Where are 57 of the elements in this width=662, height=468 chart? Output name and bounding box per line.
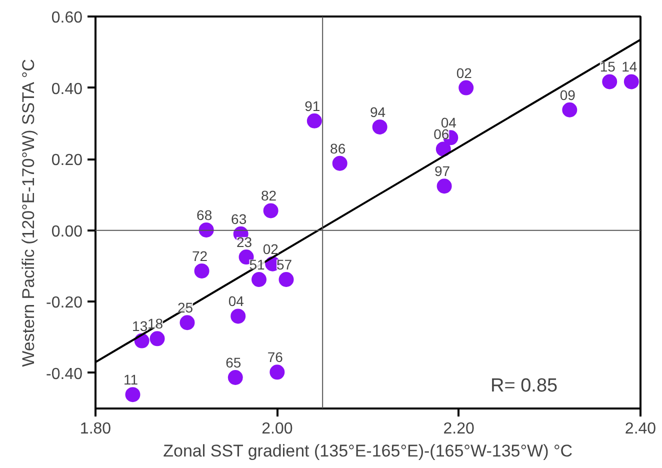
annotation: 94: [370, 104, 386, 120]
x-tick-label: 2.40: [624, 420, 656, 438]
annotation: 76: [267, 349, 284, 366]
point: [228, 370, 243, 385]
point: [372, 119, 388, 134]
annotation: 09: [560, 86, 576, 103]
annotation: 11: [123, 372, 138, 388]
point: [562, 102, 578, 118]
point: [624, 74, 639, 90]
point: [263, 203, 278, 218]
annotation: 25: [177, 300, 194, 316]
y-tick-label: 0.00: [51, 223, 83, 240]
annotation: 63: [231, 210, 247, 227]
point: [180, 315, 195, 330]
point: [278, 272, 294, 287]
point: [332, 156, 348, 171]
annotation: 72: [192, 248, 208, 264]
x-tick-label: 2.20: [443, 420, 475, 438]
annotation: 13: [132, 318, 148, 334]
annotation: 18: [147, 316, 164, 332]
annotation: 23: [236, 234, 252, 250]
point: [436, 142, 451, 157]
y-axis-title: Western Pacific (120°E-170°W) SSTA °C: [19, 59, 38, 367]
annotation: 06: [434, 126, 450, 142]
point: [150, 331, 165, 346]
x-tick-label: 1.80: [80, 420, 112, 438]
point: [252, 272, 266, 287]
point: [194, 263, 210, 278]
annotation: 02: [262, 240, 279, 257]
annotation: 82: [261, 188, 277, 204]
annotation: 91: [304, 98, 320, 114]
x-axis-title: Zonal SST gradient (135°E-165°E)-(165°W-135°W) °C: [163, 442, 573, 460]
point: [230, 308, 246, 324]
y-tick-label: -0.20: [46, 294, 83, 312]
annotation: 14: [622, 58, 638, 75]
y-tick-label: -0.40: [46, 366, 83, 383]
annotation: R= 0.85: [490, 376, 558, 396]
annotation: 02: [456, 64, 472, 81]
y-tick-label: 0.40: [51, 80, 83, 98]
annotation: 51: [249, 256, 265, 272]
x-tick-label: 2.00: [262, 420, 293, 438]
point: [458, 80, 474, 96]
annotation: 86: [330, 140, 346, 156]
point: [125, 387, 140, 402]
annotation: 65: [226, 354, 242, 370]
y-tick-label: 0.60: [51, 10, 83, 26]
point: [306, 113, 322, 128]
point: [602, 74, 618, 90]
point: [270, 364, 285, 380]
annotation: 57: [276, 256, 292, 272]
annotation: 68: [196, 206, 212, 223]
annotation: 15: [600, 58, 616, 75]
point: [436, 178, 452, 194]
point: [198, 222, 214, 238]
annotation: 97: [434, 163, 450, 180]
y-tick-label: 0.20: [51, 152, 83, 170]
annotation: 04: [228, 293, 244, 310]
